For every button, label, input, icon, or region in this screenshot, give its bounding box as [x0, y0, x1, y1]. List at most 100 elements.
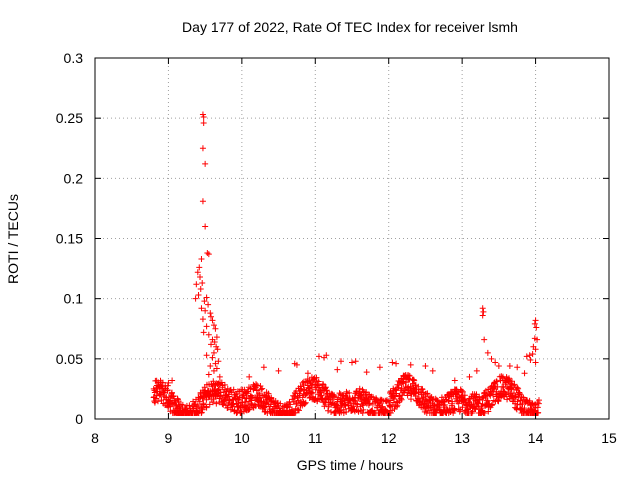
- band-point: [445, 397, 452, 404]
- band-point: [309, 384, 316, 391]
- data-point: [209, 354, 216, 361]
- band-point: [313, 374, 320, 381]
- band-point: [366, 400, 373, 407]
- band-point: [222, 391, 229, 398]
- band-point: [298, 385, 305, 392]
- band-point: [213, 400, 220, 407]
- band-point: [301, 400, 308, 407]
- data-points: [150, 111, 541, 392]
- data-point: [429, 367, 436, 374]
- band-point: [302, 399, 309, 406]
- data-point: [194, 269, 201, 276]
- data-point: [506, 363, 513, 370]
- data-point: [202, 307, 209, 314]
- band-point: [459, 404, 466, 411]
- band-point: [376, 400, 383, 407]
- x-tick-label: 12: [381, 430, 397, 446]
- data-point: [349, 359, 355, 366]
- y-tick-label: 0.15: [56, 231, 83, 247]
- band-point: [233, 391, 240, 398]
- band-point: [155, 383, 162, 390]
- band-point: [249, 394, 256, 401]
- band-point: [154, 398, 161, 405]
- data-point: [532, 346, 539, 353]
- data-point: [481, 336, 488, 343]
- band-point: [277, 400, 284, 407]
- band-point: [467, 396, 474, 403]
- band-point: [253, 381, 260, 388]
- data-point: [323, 352, 330, 359]
- data-point: [400, 372, 407, 379]
- y-tick-label: 0: [75, 411, 83, 427]
- grid-lines: [95, 58, 609, 419]
- band-point: [485, 408, 492, 415]
- band-point: [296, 407, 303, 414]
- band-point: [316, 382, 323, 389]
- data-point: [304, 370, 311, 377]
- x-tick-label: 14: [528, 430, 544, 446]
- band-point: [535, 409, 542, 416]
- band-point: [386, 402, 393, 409]
- band-point: [360, 406, 367, 413]
- band-point: [534, 404, 541, 411]
- band-point: [254, 382, 261, 389]
- data-point: [202, 223, 209, 230]
- band-point: [210, 378, 217, 385]
- band-point: [245, 384, 252, 391]
- band-point: [200, 400, 207, 407]
- band-point: [158, 397, 165, 404]
- band-point: [424, 390, 431, 397]
- band-point: [514, 384, 521, 391]
- data-point: [199, 316, 206, 323]
- band-point: [219, 401, 226, 408]
- band-point: [455, 400, 462, 407]
- data-point: [275, 367, 282, 374]
- band-point: [239, 399, 246, 406]
- x-tick-label: 13: [454, 430, 470, 446]
- band-point: [458, 387, 465, 394]
- band-point: [164, 382, 171, 389]
- data-point: [531, 320, 538, 327]
- y-tick-label: 0.1: [64, 291, 84, 307]
- y-tick-label: 0.2: [64, 170, 84, 186]
- data-point: [200, 329, 207, 336]
- band-point: [320, 381, 327, 388]
- x-tick-label: 15: [601, 430, 617, 446]
- band-point: [346, 389, 353, 396]
- data-point: [199, 198, 206, 205]
- data-point: [201, 298, 208, 305]
- data-point: [198, 255, 205, 262]
- band-point: [336, 390, 343, 397]
- band-point: [500, 388, 507, 395]
- band-point: [203, 404, 210, 411]
- y-tick-label: 0.3: [64, 50, 84, 66]
- data-point: [260, 364, 267, 371]
- band-point: [321, 403, 328, 410]
- band-point: [218, 379, 225, 386]
- data-point: [451, 377, 458, 384]
- data-point: [203, 323, 210, 330]
- y-axis-label: ROTI / TECUs: [5, 194, 21, 284]
- band-point: [223, 396, 230, 403]
- band-point: [322, 384, 329, 391]
- band-point: [335, 394, 342, 401]
- data-point: [352, 358, 359, 365]
- band-point: [268, 394, 275, 401]
- band-point: [309, 389, 316, 396]
- band-point: [398, 385, 405, 392]
- band-point: [258, 386, 265, 393]
- data-point: [488, 355, 495, 362]
- band-point: [382, 406, 389, 413]
- band-point: [479, 395, 486, 402]
- data-point: [473, 367, 480, 374]
- band-point: [328, 408, 335, 415]
- data-point: [484, 349, 491, 356]
- data-point: [363, 369, 370, 376]
- data-point: [199, 280, 206, 287]
- band-point: [441, 401, 448, 408]
- band-point: [244, 388, 251, 395]
- band-point: [236, 394, 243, 401]
- data-point: [208, 313, 215, 320]
- data-point: [209, 317, 216, 324]
